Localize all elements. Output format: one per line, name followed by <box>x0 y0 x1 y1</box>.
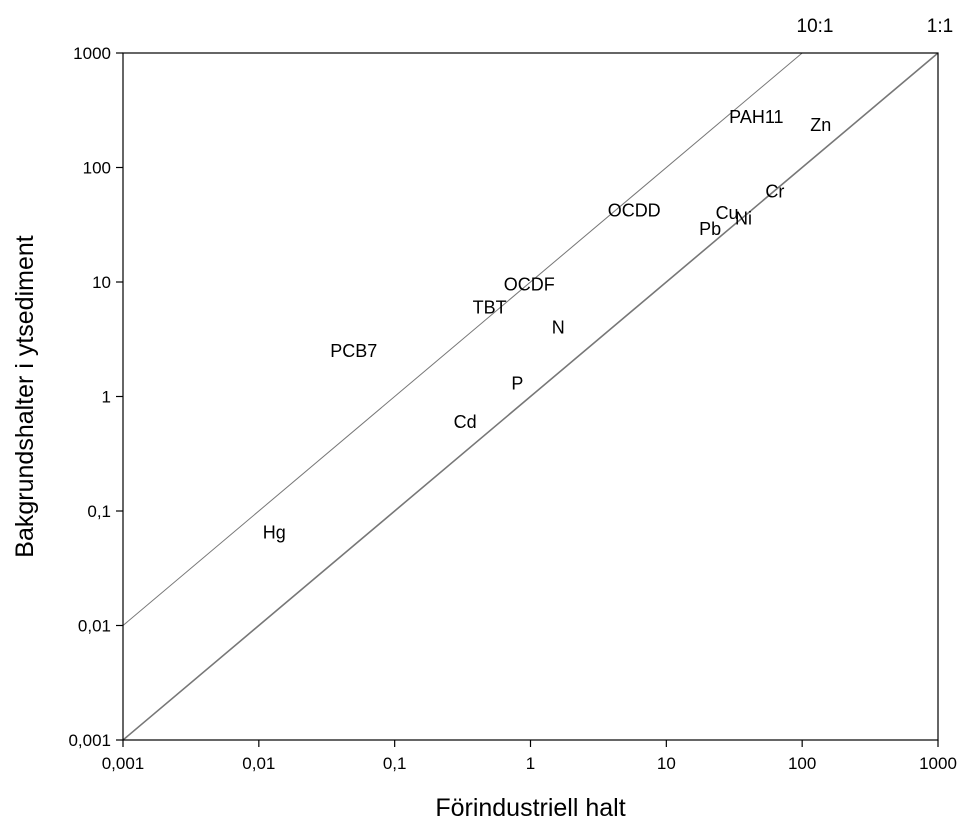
reference-line-10-to-1 <box>122 52 803 626</box>
y-tick-label: 1000 <box>73 44 111 63</box>
reference-line-1-to-1 <box>122 52 939 741</box>
data-point-p: P <box>511 373 523 393</box>
data-point-zn: Zn <box>810 115 831 135</box>
data-point-ocdd: OCDD <box>608 201 661 221</box>
x-tick-label: 10 <box>657 754 676 773</box>
data-point-cr: Cr <box>765 181 784 201</box>
y-axis: 0,001 0,01 0,1 1 10 100 1000 <box>68 44 123 750</box>
x-tick-label: 100 <box>788 754 816 773</box>
x-axis-title: Förindustriell halt <box>435 794 625 822</box>
x-tick-label: 1000 <box>919 754 957 773</box>
x-axis: 0,001 0,01 0,1 1 10 100 1000 <box>102 740 957 773</box>
reference-line-labels: 10:1 1:1 <box>797 16 954 37</box>
data-point-n: N <box>552 318 565 338</box>
reference-line-label-10-to-1: 10:1 <box>797 16 834 37</box>
data-point-tbt: TBT <box>473 297 507 317</box>
x-tick-label: 1 <box>526 754 535 773</box>
data-point-pb: Pb <box>699 219 721 239</box>
y-tick-label: 0,001 <box>68 731 111 750</box>
reference-lines <box>122 52 939 741</box>
data-point-cu: Cu <box>716 203 739 223</box>
x-tick-label: 0,001 <box>102 754 145 773</box>
data-point-ni: Ni <box>735 208 752 228</box>
y-tick-label: 0,1 <box>87 502 111 521</box>
data-point-ocdf: OCDF <box>504 275 555 295</box>
data-point-hg: Hg <box>263 522 286 542</box>
data-point-pcb7: PCB7 <box>330 341 377 361</box>
x-tick-label: 0,01 <box>242 754 275 773</box>
x-tick-label: 0,1 <box>383 754 407 773</box>
y-tick-label: 10 <box>92 273 111 292</box>
data-point-cd: Cd <box>454 412 477 432</box>
data-point-pah11: PAH11 <box>729 107 783 127</box>
y-tick-label: 0,01 <box>78 617 111 636</box>
y-tick-label: 1 <box>102 388 111 407</box>
y-tick-label: 100 <box>83 159 111 178</box>
reference-line-label-1-to-1: 1:1 <box>927 16 953 37</box>
y-axis-title: Bakgrundshalter i ytsediment <box>11 235 39 557</box>
